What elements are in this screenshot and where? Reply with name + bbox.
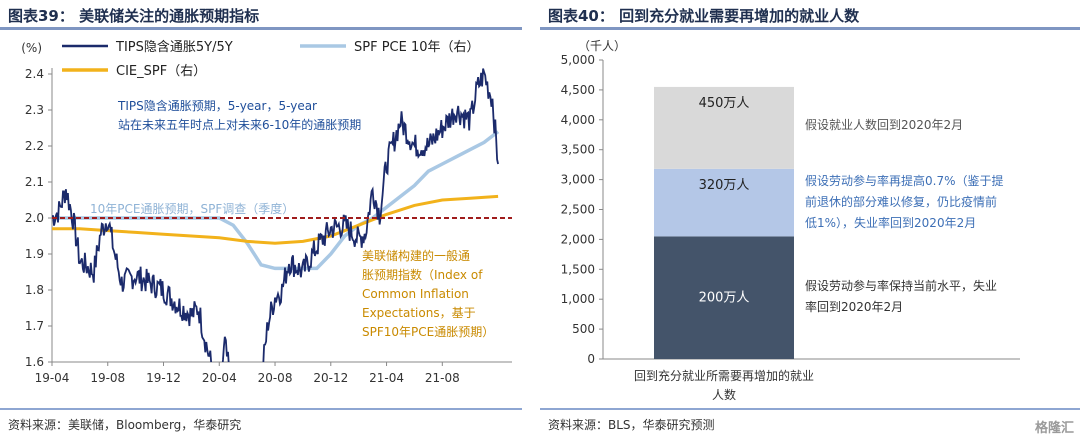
right-title-rule: [540, 27, 1080, 30]
left-x-tick-label: 20-12: [313, 371, 348, 385]
left-x-tick-label: 21-04: [369, 371, 404, 385]
bar-segment-label-3: 450万人: [699, 96, 750, 111]
right-y-tick-label: 1,000: [561, 292, 595, 306]
spf-pce-line: [52, 130, 500, 271]
cie-spf-line: [52, 194, 499, 245]
right-y-tick-label: 2,500: [561, 203, 595, 217]
watermark: 格隆汇: [1034, 421, 1074, 436]
left-x-tick-label: 19-04: [35, 371, 70, 385]
cie-annotation-line: SPF10年PCE通胀预期）: [362, 325, 494, 339]
tips-annotation-line: 站在未来五年时点上对未来6-10年的通胀预期: [118, 117, 361, 132]
bar-segment-label-1: 200万人: [699, 291, 750, 306]
right-x-category-label: 回到充分就业所需要再增加的就业: [634, 368, 814, 383]
bar-segment-2: [654, 168, 794, 237]
left-x-tick-label: 20-08: [258, 371, 293, 385]
bar-segment-label-2: 320万人: [699, 178, 750, 193]
right-y-tick-label: 1,500: [561, 262, 595, 276]
right-y-tick-label: 4,500: [561, 83, 595, 97]
right-chart-panel: 图表40： 回到充分就业需要再增加的就业人数 （千人） 0 500 1,000 1,50…: [540, 0, 1080, 440]
cie-annotation-line: 美联储构建的一般通: [362, 248, 470, 263]
right-bottom-rule: [540, 408, 1080, 410]
cie-annotation-line: 胀预期指数（Index of: [362, 267, 483, 282]
left-y-tick-label: 1.7: [25, 319, 44, 333]
left-chart-title: 图表39： 美联储关注的通胀预期指标: [8, 7, 260, 25]
left-bottom-rule: [0, 408, 522, 410]
right-chart-title: 图表40： 回到充分就业需要再增加的就业人数: [548, 7, 860, 25]
side-note-2-line: 低1%），失业率回到2020年2月: [805, 215, 976, 230]
right-y-tick-label: 3,000: [561, 173, 595, 187]
side-note-1-line: 假设劳动参与率保持当前水平，失业: [805, 278, 997, 293]
tips-line: [52, 68, 499, 362]
side-note-2-line: 前退休的部分难以修复，仍比疫情前: [805, 194, 997, 209]
bar-segment-3: [654, 86, 794, 169]
left-y-tick-label: 1.9: [25, 247, 44, 261]
left-y-tick-label: 1.8: [25, 283, 44, 297]
left-line-chart: (%) 1.6 1.7 1.8 1.9 2.0 2.1 2.2 2.3 2.4 19-04 19-08…: [21, 39, 512, 385]
left-chart-panel: 图表39： 美联储关注的通胀预期指标 (%) 1.6 1.7 1.8 1.9 2.0 2.1…: [0, 0, 522, 440]
left-y-tick-label: 2.4: [25, 67, 44, 81]
right-source: 资料来源：BLS，华泰研究预测: [548, 418, 715, 432]
cie-annotation-line: Expectations，基于: [362, 306, 476, 320]
legend-cie-spf-label: CIE_SPF（右）: [116, 64, 206, 79]
left-y-tick-label: 2.2: [25, 139, 44, 153]
tips-annotation-line: TIPS隐含通胀预期，5-year，5-year: [117, 98, 317, 113]
left-y-tick-label: 2.1: [25, 175, 44, 189]
right-y-tick-label: 2,000: [561, 232, 595, 246]
side-note-2-line: 假设劳动参与率再提高0.7%（鉴于提: [805, 173, 1004, 188]
right-y-tick-label: 3,500: [561, 143, 595, 157]
side-note-1-line: 率回到2020年2月: [805, 299, 903, 314]
left-title-rule: [0, 27, 522, 30]
right-x-category-label: 人数: [712, 387, 736, 402]
left-x-tick-label: 19-12: [146, 371, 181, 385]
left-x-tick-label: 21-08: [425, 371, 460, 385]
right-y-tick-label: 0: [587, 352, 595, 366]
side-note-3-line: 假设就业人数回到2020年2月: [805, 117, 963, 132]
legend-spf-pce-label: SPF PCE 10年（右）: [354, 40, 480, 55]
bar-segment-1: [654, 236, 794, 359]
left-y-tick-label: 2.3: [25, 103, 44, 117]
right-y-tick-label: 5,000: [561, 53, 595, 67]
left-x-tick-label: 19-08: [90, 371, 125, 385]
left-x-tick-label: 20-04: [202, 371, 237, 385]
right-y-unit: （千人）: [578, 39, 626, 53]
left-source: 资料来源：美联储，Bloomberg，华泰研究: [8, 418, 242, 432]
right-y-tick-label: 4,000: [561, 113, 595, 127]
spf-annotation: 10年PCE通胀预期，SPF调查（季度）: [90, 201, 294, 216]
legend-tips-label: TIPS隐含通胀5Y/5Y: [115, 39, 233, 55]
right-stacked-bar-chart: （千人） 0 500 1,000 1,500 2,000 2,500 3,000 3,500 4,…: [561, 39, 1020, 402]
left-y-tick-label: 1.6: [25, 355, 44, 369]
cie-annotation-line: Common Inflation: [362, 287, 469, 301]
right-y-tick-label: 500: [572, 322, 595, 336]
left-y-unit: (%): [21, 41, 42, 55]
left-y-tick-label: 2.0: [25, 211, 44, 225]
